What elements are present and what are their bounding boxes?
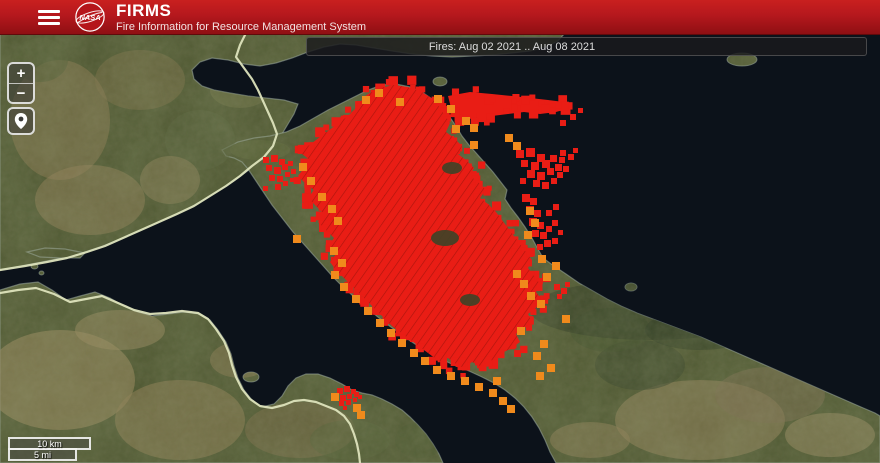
roads: [0, 31, 362, 463]
scale-mi: 5 mi: [8, 448, 77, 461]
header-titles: FIRMS Fire Information for Resource Mana…: [116, 2, 366, 33]
zoom-in-button[interactable]: +: [9, 64, 33, 84]
date-range-label: Fires: Aug 02 2021 .. Aug 08 2021: [428, 41, 596, 53]
fire-detections: [263, 75, 583, 419]
nasa-logo[interactable]: NASA: [74, 1, 106, 33]
app-subtitle: Fire Information for Resource Management…: [116, 20, 367, 33]
nasa-logo-text: NASA: [79, 13, 100, 22]
zoom-out-button[interactable]: −: [16, 85, 26, 102]
menu-icon[interactable]: [38, 9, 60, 25]
zoom-control: + −: [7, 62, 35, 104]
locate-button[interactable]: [7, 107, 35, 135]
scale-bar: 10 km 5 mi: [8, 437, 91, 461]
date-range-bar[interactable]: Fires: Aug 02 2021 .. Aug 08 2021: [306, 37, 867, 56]
app-title: FIRMS: [116, 0, 172, 20]
app-header: NASA FIRMS Fire Information for Resource…: [0, 0, 880, 35]
location-pin-icon: [14, 113, 28, 129]
